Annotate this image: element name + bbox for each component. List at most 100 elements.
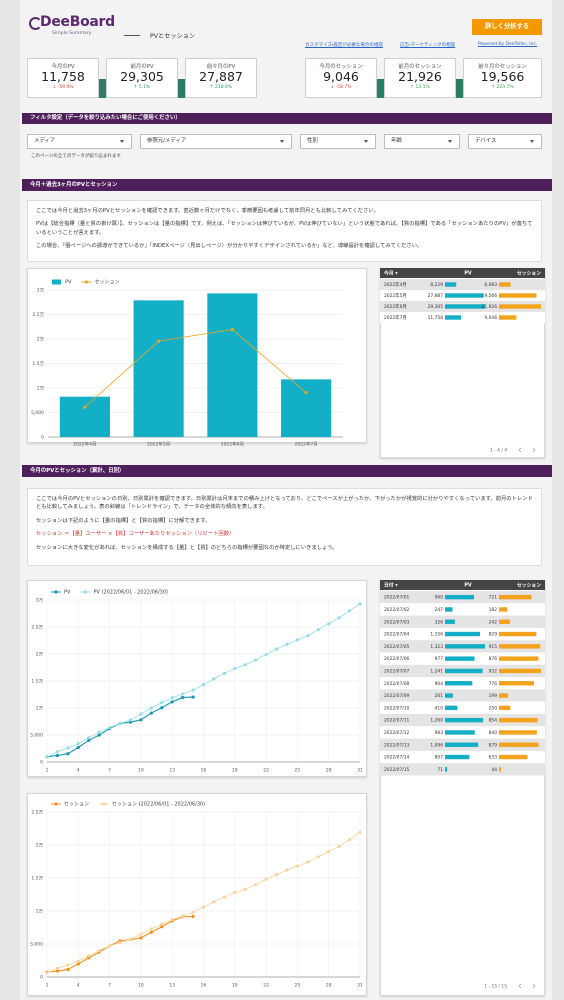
point <box>212 900 216 904</box>
point <box>264 877 268 881</box>
point <box>358 830 362 834</box>
cell: 2022年6月 <box>384 303 407 310</box>
dropdown[interactable]: メディア <box>27 134 132 149</box>
legend-label: PV <box>65 280 72 286</box>
point <box>264 652 268 657</box>
paragraph: セッションに大きな変化があれば、セッションを構成する【量】と【質】のどちらの指標… <box>36 544 338 551</box>
paragraph: セッション ＝【量】ユーザー ×【質】ユーザーあたりセッション（リピート回数） <box>36 531 235 538</box>
y-tick-label: 1.5万 <box>31 876 43 882</box>
dropdown[interactable]: 年齢 <box>384 134 460 149</box>
point <box>191 695 195 699</box>
point <box>337 616 341 620</box>
point <box>243 887 247 891</box>
y-tick-label: 0 <box>41 435 44 441</box>
y-tick-label: 2.5万 <box>31 810 43 816</box>
kpi-card <box>463 58 542 98</box>
cell: 2022/07/11 <box>384 718 410 724</box>
dropdown[interactable]: 性別 <box>300 134 376 149</box>
kpi-card <box>106 58 178 98</box>
point <box>201 683 206 687</box>
cell: 11,758 <box>428 315 444 321</box>
bar <box>281 379 332 437</box>
next-page[interactable] <box>532 447 536 453</box>
table-bar <box>445 644 485 649</box>
table-bar <box>499 717 538 723</box>
table-bar <box>499 742 539 747</box>
paragraph: ここでは今月と過去3ヶ月のPVとセッションを確認できます。直近数ヶ月だけでなく、… <box>36 208 379 214</box>
table-bar <box>445 282 457 287</box>
analyze-button[interactable]: 詳しく分析する <box>472 19 542 35</box>
table-bar <box>445 607 453 612</box>
x-tick-label: 2022年6月 <box>221 441 244 448</box>
kpi-value: 27,887 <box>199 69 243 84</box>
cell: 829 <box>489 632 498 638</box>
table-bar <box>499 282 511 287</box>
cell: 633 <box>489 755 498 761</box>
kpi-card <box>384 58 456 98</box>
cell: 2022/07/10 <box>384 705 410 711</box>
table-bar <box>499 754 528 760</box>
dropdown-arrow <box>120 140 124 143</box>
point <box>170 696 174 700</box>
table-bar <box>445 631 480 637</box>
point <box>170 917 174 922</box>
x-tick-label: 19 <box>232 983 238 989</box>
point <box>222 895 226 899</box>
cell: 27,887 <box>428 293 444 299</box>
cell: 1,323 <box>430 644 443 650</box>
x-tick-label: 16 <box>201 768 207 774</box>
x-tick-label: 22 <box>263 768 269 774</box>
y-tick-label: 0 <box>40 760 43 766</box>
kpi-divider <box>377 79 384 98</box>
title-rule <box>124 35 140 36</box>
point <box>76 962 80 966</box>
legend-label: セッション <box>94 280 119 286</box>
x-tick-label: 31 <box>357 768 363 774</box>
line <box>84 329 307 408</box>
cell: 8,229 <box>430 282 443 288</box>
legend-swatch <box>54 590 58 594</box>
bar <box>59 396 110 437</box>
point <box>76 959 80 963</box>
point <box>87 738 91 742</box>
y-tick-label: 2万 <box>37 337 45 343</box>
kpi-change: ↑ 5.1% <box>133 85 151 90</box>
point <box>316 628 320 632</box>
kpi-label: 今月のPV <box>51 64 75 70</box>
x-tick-label: 10 <box>138 983 144 989</box>
point <box>83 405 87 409</box>
y-tick-label: 3万 <box>36 598 44 604</box>
point <box>128 937 133 941</box>
point <box>149 711 153 715</box>
x-tick-label: 7 <box>108 768 111 774</box>
link[interactable]: カスタマイズ・設定が必要な場合の相談 <box>305 43 383 48</box>
point <box>233 890 237 895</box>
point <box>358 602 362 606</box>
dropdown[interactable]: 参照元/メディア <box>140 134 292 149</box>
table-bar <box>499 631 537 637</box>
point <box>139 712 143 716</box>
point <box>181 914 185 918</box>
prev-page[interactable] <box>518 447 522 453</box>
text-box: ここでは今月のPVとセッションの日別、日別累計を確認できます。日別累計は月末まで… <box>27 488 542 566</box>
point <box>45 755 49 759</box>
table-bar <box>499 594 532 600</box>
point <box>160 706 164 710</box>
point <box>337 844 341 848</box>
next-page[interactable] <box>532 983 536 989</box>
table-row <box>380 763 545 776</box>
x-tick-label: 4 <box>77 983 80 989</box>
dropdown[interactable]: デバイス <box>468 134 542 149</box>
cell: 2022年5月 <box>384 292 407 299</box>
cell: 879 <box>489 742 498 748</box>
dropdown-arrow <box>364 140 368 143</box>
x-tick-label: 13 <box>169 768 175 774</box>
link[interactable]: 広告・マーケティングの相談 <box>400 43 456 48</box>
cell: 19,566 <box>482 293 498 299</box>
section-bar: フィルタ設定（データを絞り込みたい場合にご使用ください） <box>22 113 552 124</box>
logo: DeeBoard <box>40 14 115 30</box>
prev-page[interactable] <box>518 983 522 989</box>
table-bar <box>445 705 458 711</box>
point <box>306 860 310 864</box>
link[interactable]: Powered by DeeTeller, Inc. <box>478 42 538 47</box>
